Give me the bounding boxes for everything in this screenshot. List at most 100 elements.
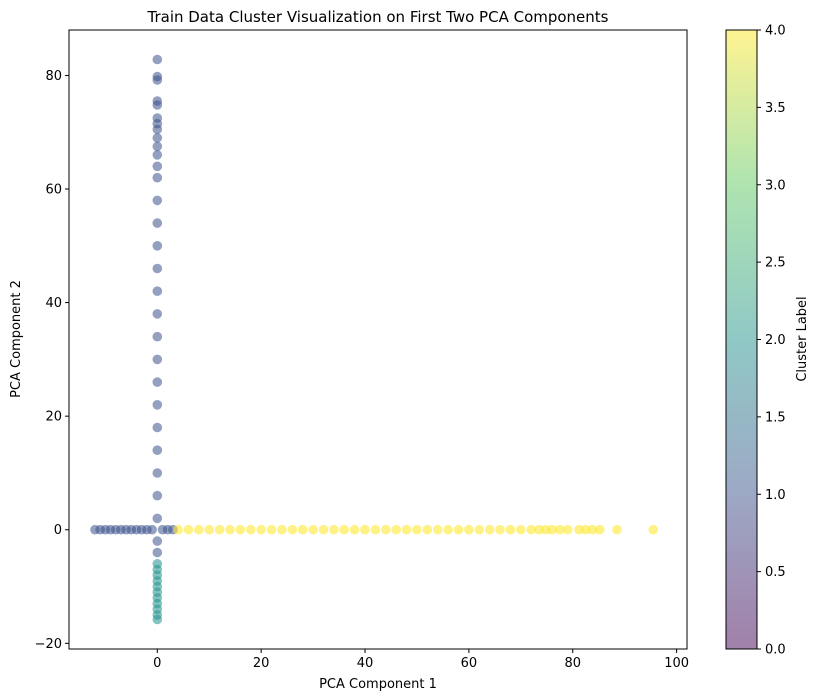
data-point: [152, 195, 163, 206]
colorbar-tick-label: 4.0: [765, 24, 786, 39]
y-tick-label: 20: [45, 410, 62, 425]
y-tick-label: −20: [35, 637, 62, 652]
data-point: [505, 524, 516, 535]
y-tick-label: 60: [45, 183, 62, 198]
data-point: [152, 54, 163, 65]
x-tick-label: 20: [253, 656, 270, 671]
points-layer: [90, 54, 658, 625]
colorbar-tick-label: 2.0: [765, 333, 786, 348]
data-point: [152, 331, 163, 342]
data-point: [464, 524, 474, 535]
data-point: [595, 524, 605, 535]
y-tick-label: 80: [45, 69, 62, 84]
data-point: [152, 150, 163, 160]
data-point: [152, 113, 163, 123]
data-point: [152, 141, 163, 152]
colorbar-gradient: [726, 30, 757, 649]
data-point: [422, 524, 433, 535]
data-point: [412, 524, 422, 535]
data-point: [152, 513, 163, 524]
data-point: [349, 524, 360, 535]
data-point: [152, 354, 163, 365]
data-point: [152, 422, 163, 433]
data-point: [152, 445, 163, 456]
colorbar-tick-label: 0.0: [765, 643, 786, 658]
data-point: [152, 377, 163, 387]
data-point: [235, 524, 246, 535]
data-point: [495, 524, 505, 535]
plot-frame: [68, 29, 688, 650]
data-point: [308, 524, 318, 535]
x-tick-label: 0: [153, 656, 161, 671]
data-point: [246, 524, 256, 535]
data-point: [147, 524, 157, 535]
data-point: [266, 524, 277, 535]
data-point: [370, 524, 381, 535]
cluster-1-points: [90, 54, 178, 558]
y-tick-label: 40: [45, 296, 62, 311]
data-point: [526, 524, 536, 535]
chart-title: Train Data Cluster Visualization on Firs…: [147, 8, 609, 26]
data-point: [152, 536, 163, 546]
data-point: [580, 524, 591, 535]
x-tick-label: 100: [664, 656, 689, 671]
data-point: [152, 400, 163, 410]
data-point: [547, 524, 557, 535]
cluster-4-points: [173, 524, 658, 535]
data-point: [256, 524, 267, 535]
x-tick-label: 80: [564, 656, 581, 671]
data-point: [152, 547, 163, 558]
colorbar-tick-label: 0.5: [765, 565, 786, 580]
data-point: [562, 524, 573, 535]
data-point: [225, 524, 235, 535]
data-point: [318, 524, 329, 535]
cluster-2-points: [152, 559, 163, 625]
data-point: [173, 524, 183, 535]
data-point: [277, 524, 287, 535]
colorbar-ticks: 0.0 0.5 1.0 1.5 2.0 2.5 3.0 3.5 4.0: [757, 24, 786, 658]
data-point: [194, 524, 204, 535]
y-axis-label: PCA Component 2: [9, 280, 24, 398]
data-point: [534, 524, 544, 535]
data-point: [152, 263, 163, 274]
data-point: [329, 524, 339, 535]
colorbar-tick-label: 3.0: [765, 178, 786, 193]
x-tick-label: 60: [461, 656, 478, 671]
data-point: [152, 172, 163, 183]
y-tick-label: 0: [54, 523, 62, 538]
data-point: [516, 524, 526, 535]
data-point: [287, 524, 298, 535]
colorbar-tick-label: 1.5: [765, 410, 786, 425]
data-point: [152, 614, 163, 625]
data-point: [432, 524, 443, 535]
data-point: [152, 133, 163, 143]
data-point: [152, 309, 163, 319]
data-point: [152, 218, 163, 228]
colorbar-tick-label: 2.5: [765, 256, 786, 271]
data-point: [391, 524, 402, 535]
data-point: [574, 524, 584, 535]
data-point: [152, 468, 163, 478]
data-point: [152, 71, 163, 82]
x-axis-ticks: 0 20 40 60 80 100: [153, 649, 689, 671]
plot-area: 0 20 40 60 80 100 −20 0 20 40 60 80: [35, 29, 689, 671]
data-point: [401, 524, 412, 535]
x-axis-label: PCA Component 1: [319, 677, 437, 692]
data-point: [555, 524, 565, 535]
colorbar-tick-label: 3.5: [765, 101, 786, 116]
data-point: [648, 524, 658, 535]
colorbar-tick-label: 1.0: [765, 488, 786, 503]
data-point: [612, 524, 622, 535]
data-point: [381, 524, 391, 535]
colorbar-label: Cluster Label: [795, 296, 810, 381]
data-point: [152, 161, 163, 172]
data-point: [484, 524, 495, 535]
data-point: [204, 524, 214, 535]
data-point: [474, 524, 485, 535]
data-point: [339, 524, 350, 535]
data-point: [453, 524, 464, 535]
data-point: [443, 524, 453, 535]
data-point: [587, 524, 598, 535]
data-point: [297, 524, 308, 535]
